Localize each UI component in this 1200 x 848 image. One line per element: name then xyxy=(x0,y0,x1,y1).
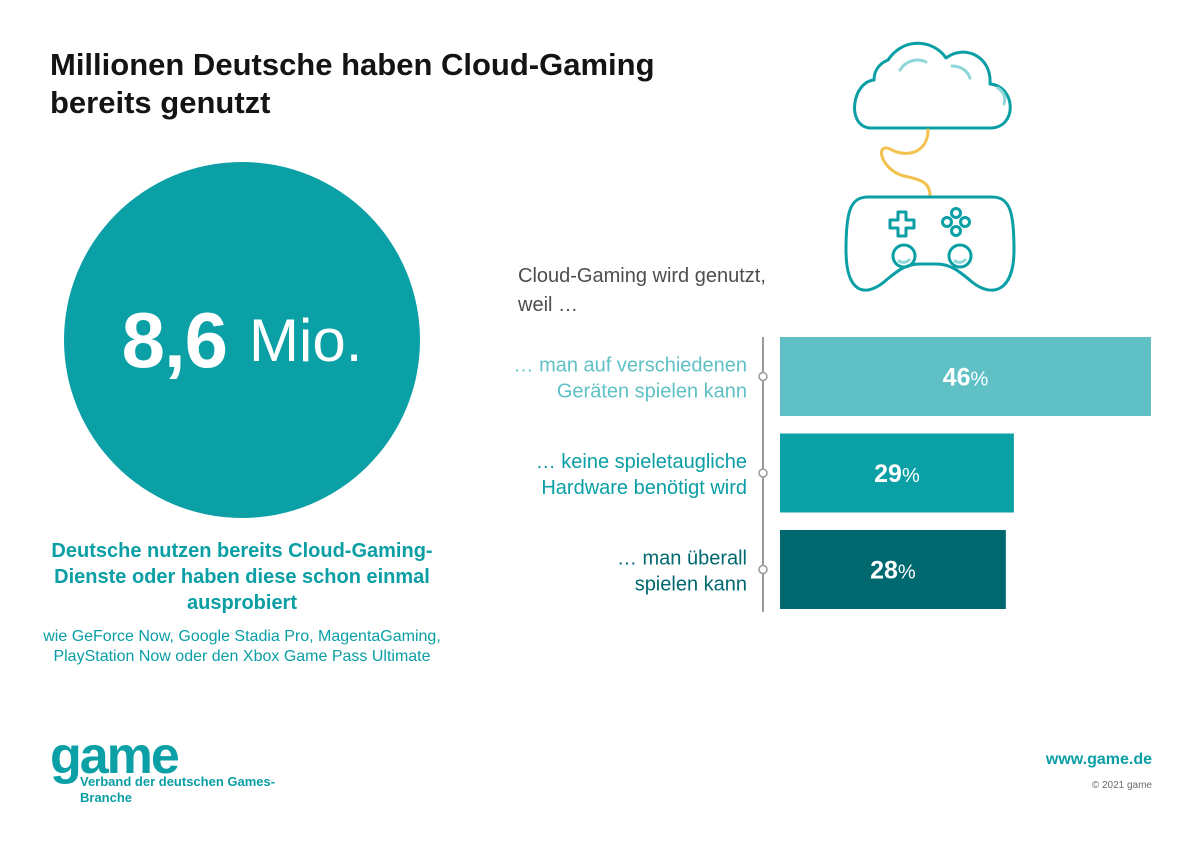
chart-bar xyxy=(780,433,1014,513)
page-title: Millionen Deutsche haben Cloud-Gaming be… xyxy=(50,47,655,120)
gamepad-icon xyxy=(844,195,1016,292)
chart-question: Cloud-Gaming wird genutzt, weil … xyxy=(518,265,766,316)
chart-bars: 46% … man auf verschiedenen Geräten spiele… xyxy=(514,337,1151,609)
headline-stat-circle: 8,6 Mio. xyxy=(64,162,420,518)
website-link[interactable]: www.game.de xyxy=(1045,751,1152,768)
bar-value-label: 28% xyxy=(870,557,916,585)
chart-bar xyxy=(780,337,1151,416)
chart-bar xyxy=(780,530,1006,609)
cable-icon xyxy=(880,128,932,198)
headline-stat-unit: Mio. xyxy=(249,306,363,374)
stat-description: Deutsche nutzen bereits Cloud-Gaming-Die… xyxy=(51,540,433,614)
axis-tick-marker xyxy=(758,564,768,575)
category-label: spielen kann xyxy=(635,574,747,596)
game-logo: game xyxy=(50,727,180,785)
organisation-name: Verband der deutschen Games-Branche xyxy=(80,774,276,805)
category-label: Geräten spielen kann xyxy=(557,381,747,403)
category-label: Hardware benötigt wird xyxy=(541,477,747,499)
stat-examples: wie GeForce Now, Google Stadia Pro, Mage… xyxy=(43,628,441,665)
category-label: … man überall xyxy=(617,548,747,570)
axis-tick-marker xyxy=(758,468,768,478)
axis-tick-marker xyxy=(758,371,768,382)
headline-stat-number: 8,6 xyxy=(121,295,228,384)
cloud-icon xyxy=(853,41,1012,130)
copyright-note: © 2021 game xyxy=(1091,780,1152,791)
category-label: … man auf verschiedenen xyxy=(514,355,747,377)
bar-value-label: 46% xyxy=(943,364,989,392)
category-label: … keine spieletaugliche xyxy=(536,451,747,473)
bar-value-label: 29% xyxy=(874,460,920,488)
